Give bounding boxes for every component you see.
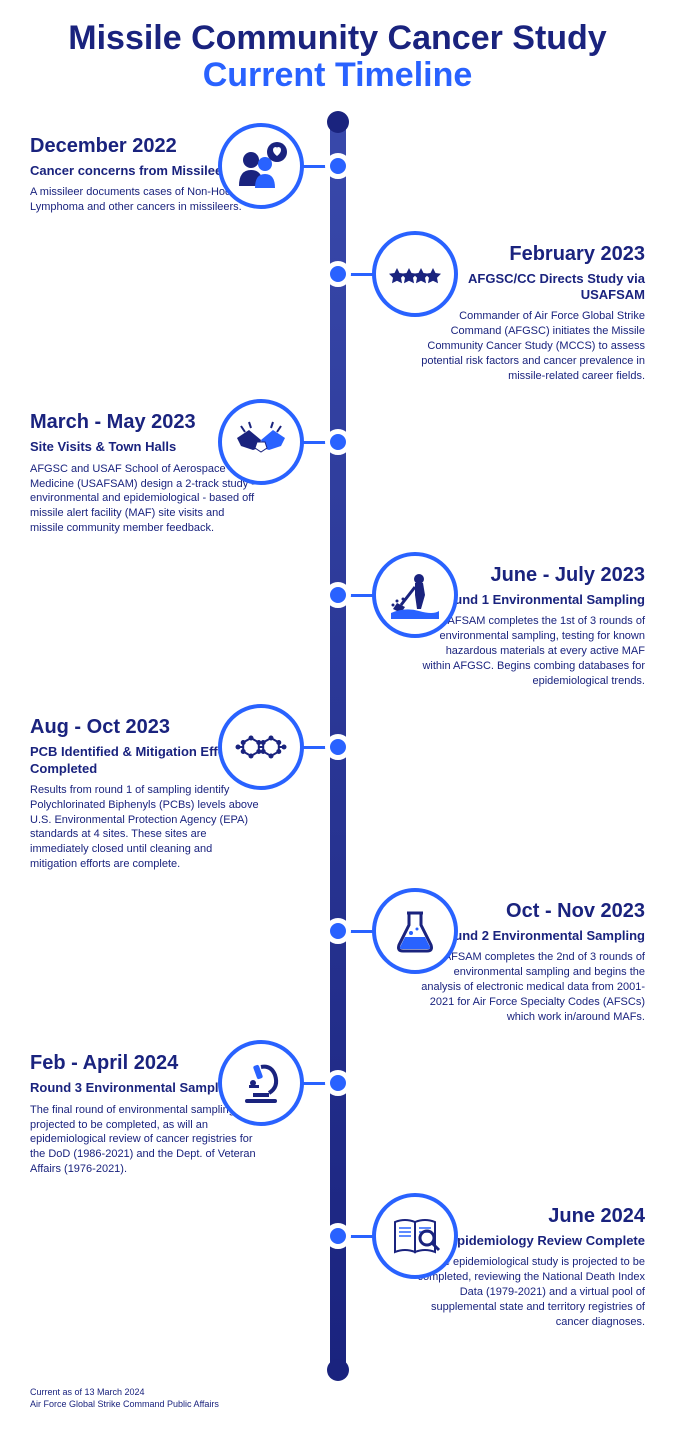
timeline-node-dot bbox=[325, 1070, 351, 1096]
timeline-node-dot bbox=[325, 261, 351, 287]
event-body: AFGSC and USAF School of Aerospace Medic… bbox=[30, 462, 260, 536]
molecule-icon bbox=[218, 704, 304, 790]
timeline-event: June 2024Epidemiology Review CompleteThe… bbox=[30, 1205, 645, 1329]
spine-cap-top bbox=[327, 111, 349, 133]
timeline-event: March - May 2023Site Visits & Town Halls… bbox=[30, 411, 645, 535]
people-heart-icon bbox=[218, 123, 304, 209]
flask-icon bbox=[372, 888, 458, 974]
title-line-2: Current Timeline bbox=[30, 57, 645, 94]
timeline-event: February 2023AFGSC/CC Directs Study via … bbox=[30, 243, 645, 384]
timeline-node-dot bbox=[325, 429, 351, 455]
event-body: USAFSAM completes the 1st of 3 rounds of… bbox=[415, 614, 645, 688]
spine-cap-bottom bbox=[327, 1359, 349, 1381]
timeline-node-dot bbox=[325, 1223, 351, 1249]
footer-line-1: Current as of 13 March 2024 bbox=[30, 1387, 645, 1399]
event-body: Results from round 1 of sampling identif… bbox=[30, 783, 260, 872]
stars-icon bbox=[372, 231, 458, 317]
page-title: Missile Community Cancer Study Current T… bbox=[30, 20, 645, 95]
timeline-event: December 2022Cancer concerns from Missil… bbox=[30, 135, 645, 215]
event-body: The epidemiological study is projected t… bbox=[415, 1255, 645, 1329]
timeline-event: June - July 2023Round 1 Environmental Sa… bbox=[30, 564, 645, 688]
handshake-icon bbox=[218, 399, 304, 485]
book-magnifier-icon bbox=[372, 1193, 458, 1279]
timeline-node-dot bbox=[325, 918, 351, 944]
timeline-node-dot bbox=[325, 582, 351, 608]
event-body: USAFSAM completes the 2nd of 3 rounds of… bbox=[415, 950, 645, 1024]
timeline-event: Oct - Nov 2023Round 2 Environmental Samp… bbox=[30, 900, 645, 1024]
timeline-event: Feb - April 2024Round 3 Environmental Sa… bbox=[30, 1052, 645, 1176]
footer: Current as of 13 March 2024 Air Force Gl… bbox=[30, 1387, 645, 1410]
timeline-event: Aug - Oct 2023PCB Identified & Mitigatio… bbox=[30, 716, 645, 872]
event-body: Commander of Air Force Global Strike Com… bbox=[415, 309, 645, 383]
event-body: The final round of environmental samplin… bbox=[30, 1103, 260, 1177]
digging-icon bbox=[372, 552, 458, 638]
microscope-icon bbox=[218, 1040, 304, 1126]
title-line-1: Missile Community Cancer Study bbox=[30, 20, 645, 57]
timeline-node-dot bbox=[325, 153, 351, 179]
timeline-node-dot bbox=[325, 734, 351, 760]
footer-line-2: Air Force Global Strike Command Public A… bbox=[30, 1399, 645, 1411]
timeline-container: December 2022Cancer concerns from Missil… bbox=[30, 115, 645, 1378]
